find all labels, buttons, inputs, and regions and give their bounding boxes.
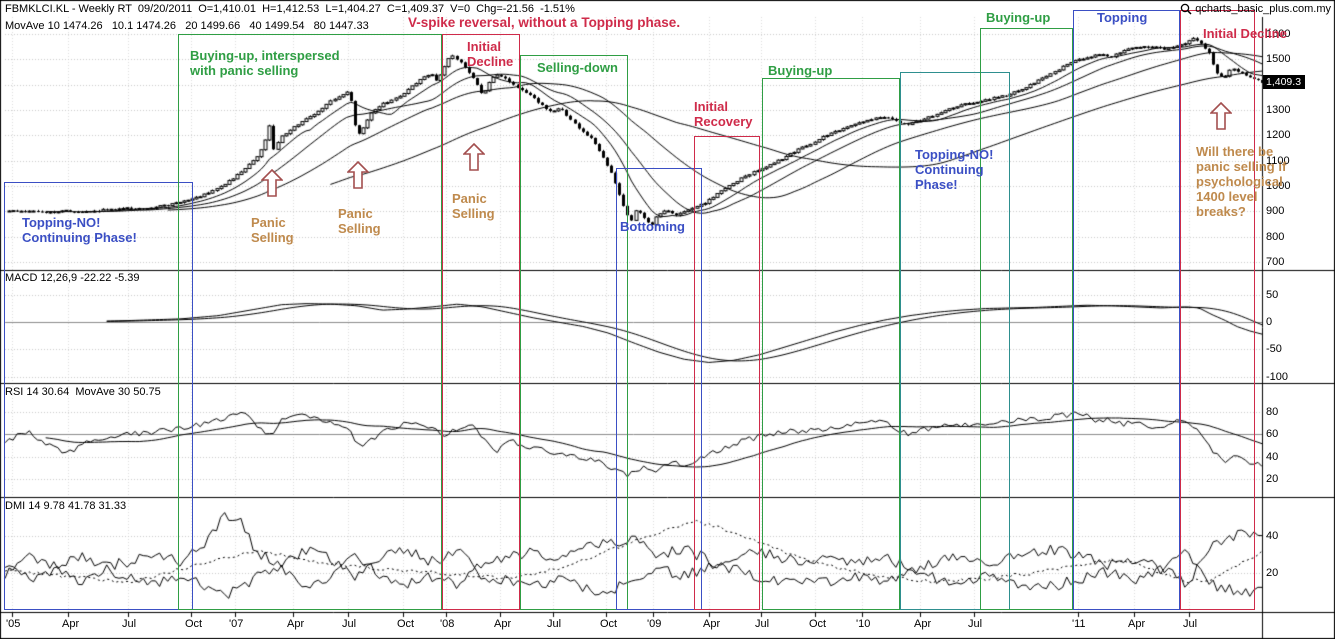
last-price-badge: 1,409.3	[1263, 75, 1306, 90]
quote-header: FBMKLCI.KL - Weekly RT 09/20/2011 O=1,41…	[5, 3, 575, 15]
macd-panel-label: MACD 12,26,9 -22.22 -5.39	[5, 272, 140, 284]
watermark-text: qcharts_basic_plus.com.my	[1195, 3, 1331, 15]
rsi-panel-label: RSI 14 30.64 MovAve 30 50.75	[5, 386, 161, 398]
watermark: qcharts_basic_plus.com.my	[1180, 3, 1331, 15]
moving-average-header: MovAve 10 1474.26 10.1 1474.26 20 1499.6…	[5, 20, 369, 32]
magnifier-icon	[1181, 3, 1192, 15]
dmi-panel-label: DMI 14 9.78 41.78 31.33	[5, 500, 127, 512]
